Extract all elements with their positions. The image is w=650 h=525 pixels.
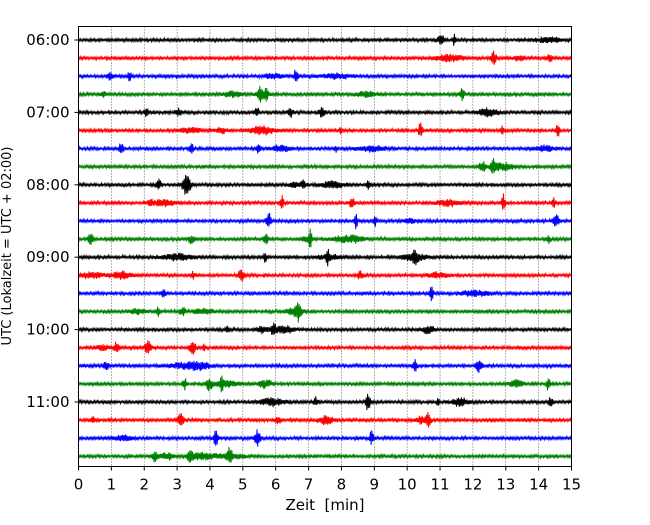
trace-row <box>78 249 572 267</box>
trace-row <box>78 69 572 82</box>
trace-row <box>78 85 572 103</box>
trace-row <box>78 393 572 411</box>
x-tick-label: 13 <box>496 476 515 494</box>
trace-row <box>78 429 572 447</box>
x-tick-label: 15 <box>562 476 581 494</box>
trace-row <box>78 269 572 282</box>
x-tick-label: 2 <box>139 476 149 494</box>
x-tick-label: 14 <box>529 476 548 494</box>
x-tick-label: 0 <box>74 476 84 494</box>
y-axis: 06:00 07:00 08:00 09:00 10:00 11:00 <box>26 31 79 411</box>
trace-row <box>78 412 572 428</box>
trace-row <box>78 106 572 118</box>
trace-row <box>78 122 572 137</box>
y-tick-label: 06:00 <box>26 31 69 49</box>
x-tick-label: 11 <box>430 476 449 494</box>
trace-row <box>78 193 572 210</box>
trace-row <box>78 158 572 174</box>
trace-row <box>78 340 572 355</box>
trace-row <box>78 228 572 248</box>
x-axis: 0 1 2 3 4 5 6 7 8 9 10 11 12 13 14 15 <box>74 466 581 494</box>
x-tick-label: 8 <box>337 476 347 494</box>
y-axis-label: UTC (Lokalzeit = UTC + 02:00) <box>0 147 15 346</box>
trace-row <box>78 174 572 195</box>
trace-row <box>78 322 572 335</box>
x-tick-label: 4 <box>205 476 215 494</box>
trace-row <box>78 359 572 373</box>
x-tick-label: 12 <box>463 476 482 494</box>
x-tick-label: 7 <box>304 476 314 494</box>
y-tick-label: 10:00 <box>26 321 69 339</box>
x-tick-label: 3 <box>172 476 182 494</box>
plot-frame <box>78 26 572 467</box>
x-axis-label: Zeit [min] <box>285 496 364 514</box>
trace-row <box>78 446 572 463</box>
grid-layer <box>111 26 539 467</box>
trace-row <box>78 302 572 323</box>
trace-row <box>78 286 572 302</box>
trace-layer <box>78 33 572 463</box>
y-tick-label: 07:00 <box>26 103 69 121</box>
trace-row <box>78 375 572 393</box>
x-tick-label: 10 <box>398 476 417 494</box>
trace-row <box>78 143 572 154</box>
y-tick-label: 09:00 <box>26 248 69 266</box>
x-tick-label: 9 <box>370 476 380 494</box>
trace-row <box>78 33 572 46</box>
trace-row <box>78 50 572 65</box>
x-tick-label: 6 <box>271 476 281 494</box>
x-tick-label: 5 <box>238 476 248 494</box>
x-tick-label: 1 <box>107 476 117 494</box>
y-tick-label: 08:00 <box>26 176 69 194</box>
y-tick-label: 11:00 <box>26 393 69 411</box>
trace-row <box>78 212 572 230</box>
